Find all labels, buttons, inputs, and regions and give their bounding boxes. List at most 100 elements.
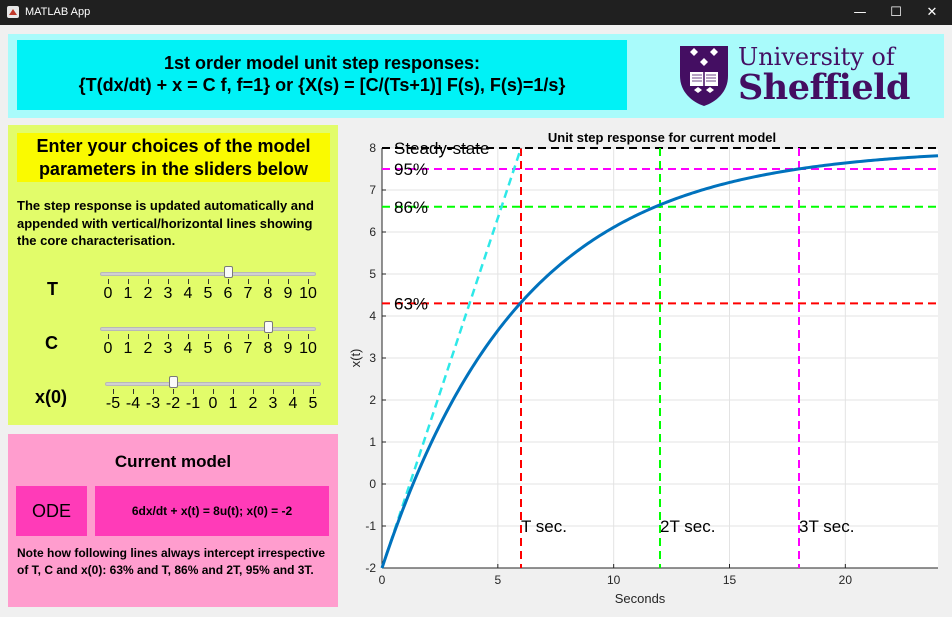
slider-tick-label: 8	[263, 285, 273, 302]
x-tick-label: 20	[839, 573, 853, 587]
slider-tick	[248, 334, 249, 339]
step-response-plot[interactable]: 0 5 10 15 20 -2 -1 0 1 2 3 4 5 6 7 8 Unit step response …	[344, 124, 948, 612]
matlab-icon	[7, 6, 19, 18]
slider-tick-label: 3	[163, 340, 173, 357]
ode-label: ODE	[16, 486, 87, 536]
slider-tick-label: -2	[165, 395, 181, 412]
slider-label-c: C	[45, 333, 58, 353]
y-tick-label: -2	[365, 561, 376, 575]
y-tick-label: 7	[369, 183, 376, 197]
header-line2: {T(dx/dt) + x = C f, f=1} or {X(s) = [C/…	[78, 75, 566, 95]
slider-tick-label: 1	[123, 340, 133, 357]
hline-label: 95%	[394, 160, 428, 179]
slider-tick-label: -4	[125, 395, 141, 412]
minimize-icon[interactable]: —	[853, 5, 867, 20]
y-tick-label: 3	[369, 351, 376, 365]
slider-tick	[268, 279, 269, 284]
slider-thumb[interactable]	[223, 266, 233, 278]
parameters-panel: Enter your choices of the model paramete…	[8, 125, 338, 425]
slider-tick-label: 2	[143, 285, 153, 302]
slider-tick	[313, 389, 314, 394]
slider-tick-label: 8	[263, 340, 273, 357]
slider-tick	[208, 279, 209, 284]
slider-tick	[233, 389, 234, 394]
window-title: MATLAB App	[25, 6, 91, 18]
current-model-title: Current model	[114, 452, 232, 471]
c-slider[interactable]: 0 1 2 3 4 5 6 7 8 9 10	[100, 320, 317, 360]
logo-line2: Sheffield	[738, 67, 910, 108]
y-tick-label: 5	[369, 267, 376, 281]
slider-tick-label: 6	[223, 285, 233, 302]
slider-tick	[128, 334, 129, 339]
slider-tick-label: 5	[203, 285, 213, 302]
slider-track[interactable]	[105, 382, 321, 386]
y-tick-label: -1	[365, 519, 376, 533]
step-response-chart[interactable]: 0 5 10 15 20 -2 -1 0 1 2 3 4 5 6 7 8 Unit step response …	[344, 124, 948, 612]
x-axis-label: Seconds	[615, 591, 666, 606]
slider-tick	[308, 334, 309, 339]
slider-tick-label: 4	[183, 340, 193, 357]
slider-tick-label: 1	[228, 395, 238, 412]
slider-tick	[148, 334, 149, 339]
slider-tick	[168, 279, 169, 284]
slider-tick	[133, 389, 134, 394]
slider-tick	[188, 279, 189, 284]
slider-tick-label: 5	[203, 340, 213, 357]
y-axis-label: x(t)	[348, 349, 363, 368]
slider-tick-label: 4	[183, 285, 193, 302]
slider-tick	[293, 389, 294, 394]
header-title-box: 1st order model unit step responses: {T(…	[17, 40, 627, 110]
slider-tick	[268, 334, 269, 339]
slider-tick	[213, 389, 214, 394]
y-tick-label: 2	[369, 393, 376, 407]
slider-tick	[173, 389, 174, 394]
vline-label: 2T sec.	[660, 517, 715, 536]
slider-tick	[193, 389, 194, 394]
slider-thumb[interactable]	[168, 376, 178, 388]
slider-thumb[interactable]	[263, 321, 273, 333]
y-tick-label: 4	[369, 309, 376, 323]
model-note: Note how following lines always intercep…	[17, 546, 326, 577]
hline-label: 86%	[394, 198, 428, 217]
hline-label: Steady-state	[394, 139, 489, 158]
vline-label: 3T sec.	[799, 517, 854, 536]
current-model-panel: Current model ODE 6dx/dt + x(t) = 8u(t);…	[8, 434, 338, 607]
slider-tick	[228, 334, 229, 339]
slider-tick	[108, 279, 109, 284]
slider-tick-label: 5	[308, 395, 318, 412]
slider-tick-label: 6	[223, 340, 233, 357]
slider-tick	[253, 389, 254, 394]
slider-tick	[308, 279, 309, 284]
slider-track[interactable]	[100, 272, 316, 276]
slider-tick-label: 9	[283, 285, 293, 302]
slider-tick-label: 7	[243, 340, 253, 357]
slider-tick-label: 2	[143, 340, 153, 357]
y-tick-label: 8	[369, 141, 376, 155]
hline-label: 63%	[394, 294, 428, 313]
title-bar: MATLAB App — ☐ ✕	[0, 0, 952, 25]
slider-tick-label: 7	[243, 285, 253, 302]
university-logo: University of Sheffield	[676, 42, 946, 114]
header-panel: 1st order model unit step responses: {T(…	[8, 34, 944, 118]
initial-slope-tangent	[380, 147, 523, 569]
slider-tick	[228, 279, 229, 284]
x-tick-label: 15	[723, 573, 737, 587]
maximize-icon[interactable]: ☐	[890, 5, 902, 20]
x-tick-label: 10	[607, 573, 621, 587]
x-tick-label: 5	[494, 573, 501, 587]
slider-tick-label: -1	[185, 395, 201, 412]
slider-track[interactable]	[100, 327, 316, 331]
slider-label-x0: x(0)	[35, 387, 68, 407]
vline-label: T sec.	[521, 517, 567, 536]
slider-tick-label: 3	[268, 395, 278, 412]
y-tick-label: 1	[369, 435, 376, 449]
t-slider[interactable]: 0 1 2 3 4 5 6 7 8 9 10	[100, 265, 317, 305]
slider-tick-label: 0	[103, 340, 113, 357]
header-line1: 1st order model unit step responses:	[163, 53, 481, 73]
step-response-curve	[380, 154, 939, 569]
close-icon[interactable]: ✕	[926, 5, 938, 20]
slider-label-t: T	[47, 279, 58, 299]
slider-tick-label: 9	[283, 340, 293, 357]
x0-slider[interactable]: -5 -4 -3 -2 -1 0 1 2 3 4 5	[105, 375, 321, 415]
slider-tick-label: 1	[123, 285, 133, 302]
